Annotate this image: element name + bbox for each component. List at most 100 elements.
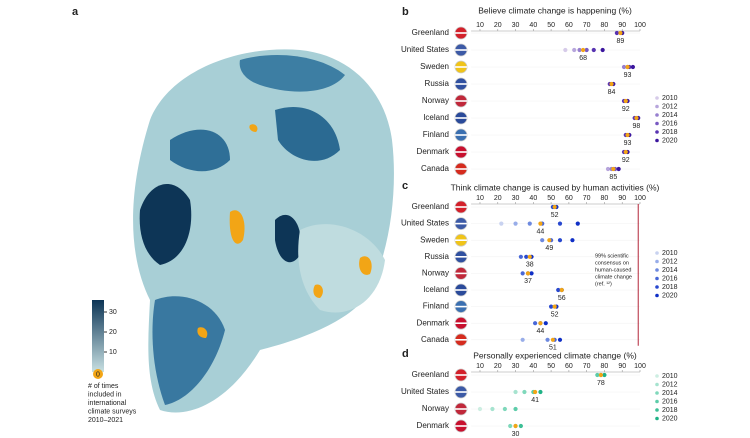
legend-swatch — [655, 276, 659, 281]
legend-title: 2010–2021 — [88, 417, 123, 424]
average-dot — [623, 149, 628, 155]
x-tick-label: 10 — [476, 195, 484, 202]
data-dot — [575, 221, 580, 226]
category-label: Russia — [425, 252, 450, 261]
x-tick-label: 80 — [601, 22, 609, 29]
colorbar-tick-label: 30 — [109, 309, 117, 316]
consensus-label: (ref. ¹²) — [595, 281, 612, 287]
data-dot — [577, 47, 582, 53]
no-data-swatch — [93, 369, 103, 379]
legend-swatch — [655, 399, 659, 404]
category-label: Russia — [425, 79, 450, 88]
colorbar-tick-label: 20 — [109, 329, 117, 336]
average-label: 44 — [537, 228, 545, 235]
data-dot — [513, 406, 518, 412]
category-label: Denmark — [417, 147, 450, 156]
x-tick-label: 70 — [583, 195, 591, 202]
data-dot — [557, 238, 563, 243]
category-label: United States — [401, 45, 449, 54]
x-tick-label: 100 — [634, 363, 646, 370]
category-label: Canada — [421, 335, 450, 344]
x-tick-label: 100 — [634, 195, 646, 202]
average-label: 98 — [633, 123, 641, 130]
average-dot — [552, 204, 557, 210]
consensus-label: human-caused — [595, 267, 631, 273]
category-label: Denmark — [417, 318, 450, 327]
legend-swatch — [655, 416, 659, 421]
data-dot — [584, 47, 589, 53]
average-label: 93 — [624, 140, 632, 147]
category-label: Greenland — [412, 202, 449, 211]
category-label: Finland — [423, 302, 449, 311]
chart-title: Believe climate change is happening (%) — [478, 5, 632, 15]
category-label: Iceland — [423, 113, 449, 122]
average-dot — [547, 238, 552, 243]
legend-swatch — [655, 259, 659, 264]
average-dot — [581, 47, 586, 53]
data-dot — [490, 406, 495, 412]
x-tick-label: 40 — [529, 363, 537, 370]
average-dot — [625, 64, 630, 70]
average-label: 92 — [622, 157, 630, 164]
data-dot — [630, 64, 635, 70]
legend-label: 2014 — [662, 112, 678, 119]
legend-title: international — [88, 400, 127, 407]
no-data-label: 0 — [96, 371, 100, 378]
average-dot — [513, 423, 518, 429]
consensus-label: climate change — [595, 274, 632, 280]
data-dot — [540, 238, 545, 243]
legend-title: climate surveys — [88, 408, 137, 415]
legend-label: 2010 — [662, 250, 678, 257]
category-label: Canada — [421, 164, 450, 173]
legend-label: 2014 — [662, 267, 678, 274]
average-label: 78 — [597, 380, 605, 387]
data-dot — [602, 372, 607, 378]
colorbar-tick-label: 10 — [109, 349, 117, 356]
x-tick-label: 80 — [601, 363, 609, 370]
x-tick-label: 30 — [512, 195, 520, 202]
legend-swatch — [655, 130, 659, 134]
category-label: Denmark — [417, 421, 450, 430]
x-tick-label: 30 — [512, 363, 520, 370]
data-dot — [522, 389, 527, 395]
legend-swatch — [655, 104, 659, 109]
data-dot — [549, 304, 554, 309]
x-tick-label: 50 — [547, 22, 555, 29]
x-tick-label: 40 — [529, 22, 537, 29]
x-tick-label: 50 — [547, 195, 555, 202]
category-label: United States — [401, 387, 449, 396]
average-dot — [625, 132, 630, 138]
category-label: Norway — [422, 404, 449, 413]
data-dot — [557, 221, 563, 226]
data-dot — [499, 221, 504, 226]
x-tick-label: 30 — [512, 22, 520, 29]
average-label: 89 — [617, 38, 625, 45]
x-tick-label: 20 — [494, 363, 502, 370]
world-map — [133, 49, 394, 413]
data-dot — [557, 337, 563, 342]
average-dot — [525, 271, 531, 276]
data-dot — [513, 389, 518, 395]
x-tick-label: 100 — [634, 22, 646, 29]
average-dot — [552, 304, 557, 309]
data-dot — [518, 423, 523, 429]
data-dot — [563, 47, 568, 53]
data-dot — [520, 337, 525, 342]
average-dot — [598, 372, 603, 378]
average-label: 41 — [531, 397, 539, 404]
average-label: 51 — [549, 345, 557, 352]
average-dot — [538, 221, 543, 226]
legend-swatch — [655, 285, 659, 289]
data-dot — [572, 47, 577, 53]
legend-label: 2012 — [662, 258, 678, 265]
legend-label: 2018 — [662, 129, 678, 136]
data-dot — [518, 254, 523, 259]
data-dot — [616, 166, 621, 172]
colorbar — [92, 300, 104, 372]
x-tick-label: 20 — [494, 22, 502, 29]
legend-title: # of times — [88, 383, 119, 390]
x-tick-label: 90 — [618, 363, 626, 370]
data-dot — [527, 221, 532, 226]
category-label: Iceland — [423, 285, 449, 294]
legend-swatch — [655, 121, 659, 126]
